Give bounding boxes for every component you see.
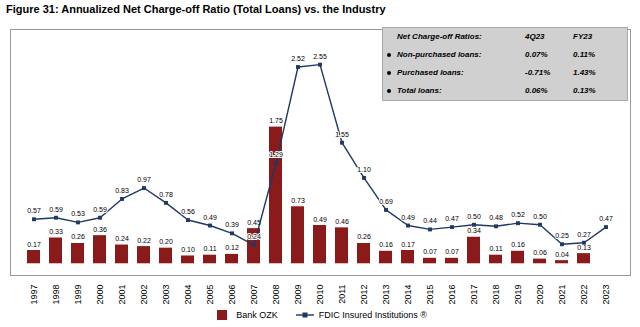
svg-text:1999: 1999 (73, 285, 83, 305)
svg-text:1997: 1997 (29, 285, 39, 305)
svg-text:2006: 2006 (227, 285, 237, 305)
svg-text:0.11: 0.11 (489, 245, 502, 252)
svg-text:0.56: 0.56 (181, 208, 195, 215)
svg-text:2018: 2018 (491, 285, 501, 305)
svg-text:0.26: 0.26 (357, 233, 371, 240)
svg-text:2022: 2022 (579, 285, 589, 305)
svg-text:0.39: 0.39 (225, 221, 239, 228)
svg-text:0.04: 0.04 (555, 251, 569, 258)
html-text:0.11%: 0.11% (573, 50, 596, 59)
svg-text:2020: 2020 (535, 285, 545, 305)
svg-text:2017: 2017 (469, 285, 479, 305)
html-text:0.13%: 0.13% (573, 86, 596, 95)
svg-text:2005: 2005 (205, 285, 215, 305)
svg-text:2011: 2011 (337, 285, 347, 304)
svg-text:0.57: 0.57 (27, 207, 41, 214)
html-text:FDIC Insured Institutions ®: FDIC Insured Institutions ® (318, 310, 427, 320)
svg-text:2023: 2023 (601, 285, 611, 305)
svg-text:2007: 2007 (249, 285, 259, 305)
svg-text:0.50: 0.50 (467, 213, 481, 220)
svg-text:0.50: 0.50 (533, 213, 547, 220)
svg-text:0.22: 0.22 (137, 237, 151, 244)
svg-text:0.83: 0.83 (115, 187, 129, 194)
svg-text:1998: 1998 (51, 285, 61, 305)
svg-text:0.69: 0.69 (379, 198, 393, 205)
svg-text:1.75: 1.75 (269, 117, 283, 124)
svg-text:0.27: 0.27 (577, 231, 591, 238)
svg-text:2.52: 2.52 (291, 55, 305, 62)
svg-text:0.44: 0.44 (423, 217, 437, 224)
svg-text:0.36: 0.36 (93, 226, 107, 233)
svg-text:0.49: 0.49 (313, 216, 327, 223)
svg-text:0.10: 0.10 (181, 246, 195, 253)
svg-text:1.29: 1.29 (269, 151, 283, 158)
html-text:-0.71%: -0.71% (525, 68, 551, 77)
svg-text:0.16: 0.16 (379, 241, 393, 248)
svg-text:2021: 2021 (557, 285, 567, 305)
svg-text:2019: 2019 (513, 285, 523, 305)
svg-text:2.55: 2.55 (313, 53, 327, 60)
svg-text:0.20: 0.20 (159, 238, 173, 245)
svg-text:0.49: 0.49 (203, 214, 217, 221)
svg-text:0.07: 0.07 (445, 248, 459, 255)
svg-text:0.07: 0.07 (423, 248, 437, 255)
svg-text:0.17: 0.17 (27, 241, 41, 248)
html-text:0.06%: 0.06% (525, 86, 548, 95)
svg-text:2004: 2004 (183, 285, 193, 305)
svg-text:2003: 2003 (161, 285, 171, 305)
svg-text:0.11: 0.11 (203, 245, 216, 252)
svg-text:0.24: 0.24 (115, 235, 129, 242)
html-text:Figure 31: Annualized Net Char: Figure 31: Annualized Net Charge-off Rat… (6, 3, 386, 15)
svg-text:2010: 2010 (315, 285, 325, 305)
svg-text:0.46: 0.46 (335, 218, 349, 225)
html-text:Non-purchased loans:: Non-purchased loans: (397, 50, 482, 59)
svg-text:0.59: 0.59 (49, 206, 63, 213)
svg-text:2009: 2009 (293, 285, 303, 305)
svg-text:2012: 2012 (359, 285, 369, 305)
svg-text:2014: 2014 (403, 285, 413, 305)
svg-text:2015: 2015 (425, 285, 435, 305)
svg-text:0.49: 0.49 (401, 214, 415, 221)
html-text:Net Charge-off Ratios:: Net Charge-off Ratios: (397, 32, 482, 41)
svg-text:0.48: 0.48 (489, 214, 503, 221)
svg-text:0.16: 0.16 (511, 241, 525, 248)
svg-text:0.12: 0.12 (225, 244, 239, 251)
svg-text:2016: 2016 (447, 285, 457, 305)
svg-text:2001: 2001 (117, 285, 127, 305)
svg-text:2008: 2008 (271, 285, 281, 305)
svg-text:2000: 2000 (95, 285, 105, 305)
svg-text:0.17: 0.17 (401, 241, 415, 248)
html-text:FY23: FY23 (573, 32, 593, 41)
svg-text:1.55: 1.55 (335, 131, 349, 138)
html-text:Total loans:: Total loans: (397, 86, 442, 95)
svg-text:0.73: 0.73 (291, 197, 305, 204)
html-text:Purchased loans:: Purchased loans: (397, 68, 464, 77)
svg-text:0.59: 0.59 (93, 206, 107, 213)
svg-text:0.45: 0.45 (247, 218, 261, 226)
html-text:Bank OZK: Bank OZK (236, 310, 278, 320)
svg-text:0.34: 0.34 (467, 227, 481, 234)
svg-text:0.25: 0.25 (555, 232, 569, 239)
svg-text:0.26: 0.26 (71, 233, 85, 240)
svg-text:0.53: 0.53 (71, 210, 85, 217)
svg-text:0.97: 0.97 (137, 176, 151, 183)
svg-text:0.52: 0.52 (511, 211, 525, 218)
svg-text:0.78: 0.78 (159, 191, 173, 198)
svg-text:2002: 2002 (139, 285, 149, 305)
html-text:0.07%: 0.07% (525, 50, 548, 59)
svg-text:0.13: 0.13 (577, 244, 591, 251)
svg-text:0.06: 0.06 (533, 249, 547, 256)
html-text:4Q23: 4Q23 (525, 32, 545, 41)
svg-text:2013: 2013 (381, 285, 391, 305)
svg-text:0.47: 0.47 (445, 215, 459, 222)
html-text:1.43%: 1.43% (573, 68, 596, 77)
svg-text:1.10: 1.10 (357, 166, 371, 173)
svg-text:0.33: 0.33 (49, 228, 63, 235)
svg-text:0.24: 0.24 (247, 233, 261, 240)
svg-text:0.47: 0.47 (599, 215, 613, 222)
